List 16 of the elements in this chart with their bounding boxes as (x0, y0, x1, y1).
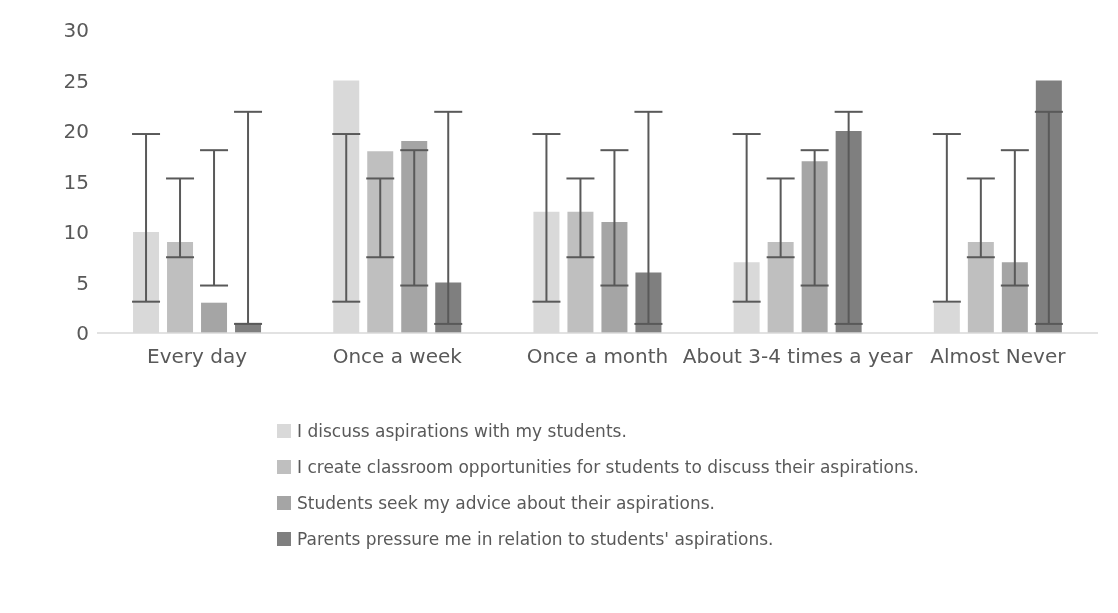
y-tick-label: 30 (63, 18, 89, 43)
legend-label: I create classroom opportunities for students to discuss their aspirations. (297, 457, 919, 477)
legend-label: Students seek my advice about their aspirations. (297, 493, 715, 513)
x-tick-label: About 3-4 times a year (682, 344, 914, 369)
legend-label: I discuss aspirations with my students. (297, 421, 627, 441)
x-tick-label: Every day (147, 344, 248, 369)
y-tick-label: 20 (63, 119, 89, 144)
y-tick-label: 0 (76, 321, 89, 346)
x-tick-label: Almost Never (930, 344, 1067, 369)
legend-label: Parents pressure me in relation to students' aspirations. (297, 529, 774, 549)
x-tick-label: Once a month (526, 344, 669, 369)
y-tick-label: 5 (76, 270, 89, 295)
y-tick-label: 10 (63, 220, 89, 245)
y-tick-label: 15 (63, 169, 89, 194)
y-tick-label: 25 (63, 68, 89, 93)
x-tick-label: Once a week (332, 344, 463, 369)
